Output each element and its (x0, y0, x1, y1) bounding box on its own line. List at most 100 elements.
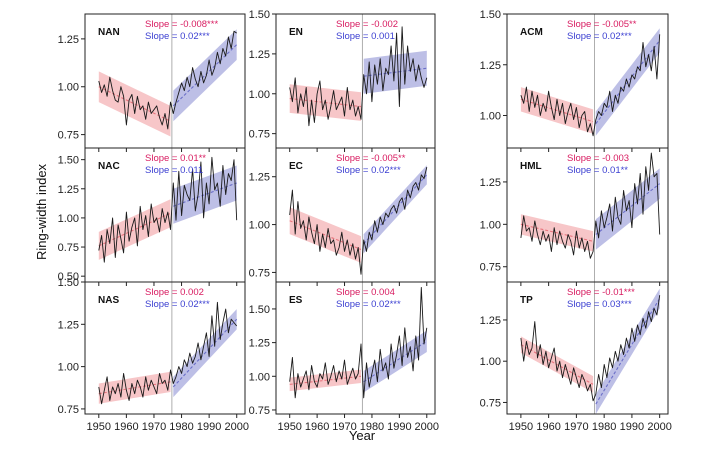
x-tick-label: 2000 (415, 421, 439, 433)
panel-frame (506, 281, 669, 415)
panel-ec: EC Slope = -0.005**Slope = 0.02*** 0.75 1.0… (249, 147, 436, 286)
y-tick-label: 1.00 (249, 89, 270, 101)
slope-post-label: Slope = 0.03*** (567, 299, 632, 310)
panel-title: NAS (98, 295, 119, 306)
panel-title: NAN (98, 27, 120, 38)
x-tick-label: 1960 (114, 421, 138, 433)
plot-area (520, 148, 661, 282)
y-tick-label: 1.50 (249, 9, 270, 21)
slope-post-label: Slope = 0.02*** (145, 31, 210, 42)
y-tick-label: 0.75 (249, 405, 270, 417)
slope-pre-label: Slope = -0.005** (336, 153, 406, 164)
y-tick-label: 1.25 (480, 315, 501, 327)
x-tick-label: 1950 (277, 421, 301, 433)
panel-title: EC (289, 161, 303, 172)
x-tick-label: 1990 (197, 421, 221, 433)
x-tick-label: 1970 (142, 421, 166, 433)
slope-pre-label: Slope = 0.004 (336, 287, 395, 298)
slope-post-label: Slope = 0.001 (336, 31, 395, 42)
y-tick-label: 1.25 (58, 184, 79, 196)
panel-frame (275, 281, 436, 415)
y-tick-label: 1.25 (249, 338, 270, 350)
y-tick-label: 1.00 (480, 219, 501, 231)
panel-title: ACM (520, 27, 543, 38)
slope-pre-label: Slope = -0.005** (567, 19, 637, 30)
y-tick-label: 1.00 (58, 213, 79, 225)
y-axis-label: Ring-width index (34, 163, 49, 260)
panel-title: TP (520, 295, 533, 306)
ring-width-series-line (289, 286, 428, 399)
y-tick-label: 0.75 (249, 267, 270, 279)
ring-width-series-line (98, 301, 238, 405)
y-tick-label: 1.00 (58, 362, 79, 374)
y-tick-label: 1.25 (249, 49, 270, 61)
ring-width-series-line (98, 30, 237, 130)
y-tick-label: 1.25 (249, 172, 270, 184)
y-tick-label: 0.75 (249, 129, 270, 141)
y-tick-label: 1.00 (249, 371, 270, 383)
pre-1976-trend-line (520, 223, 594, 242)
x-tick-label: 1970 (564, 421, 588, 433)
pre-1976-trend-line (98, 212, 171, 247)
x-tick-label: 1980 (592, 421, 616, 433)
ring-width-series-line (289, 166, 428, 275)
slope-post-label: Slope = 0.02*** (336, 299, 401, 310)
slope-post-label: Slope = 0.02*** (145, 299, 210, 310)
slope-post-label: Slope = 0.01** (567, 165, 628, 176)
slope-pre-label: Slope = 0.002 (145, 287, 204, 298)
pre-1976-trend-line (98, 381, 171, 395)
panel-nac: NAC Slope = 0.01**Slope = 0.011 0.50 0.75 1.… (58, 147, 246, 286)
slope-post-label: Slope = 0.011 (145, 165, 203, 176)
slope-pre-label: Slope = -0.002 (336, 19, 398, 30)
panel-title: EN (289, 27, 303, 38)
post-1976-trend-line (172, 318, 238, 388)
panel-acm: ACM Slope = -0.005**Slope = 0.02*** 1.00 1.… (480, 9, 669, 152)
y-tick-label: 1.00 (480, 356, 501, 368)
y-tick-label: 1.50 (58, 155, 79, 167)
post-1976-trend-line (595, 298, 661, 405)
panel-title: HML (520, 161, 542, 172)
plot-area (98, 14, 238, 148)
plot-area (289, 282, 428, 414)
slope-pre-label: Slope = 0.01** (145, 153, 206, 164)
y-tick-label: 1.00 (480, 111, 501, 123)
pre-1976-confidence-band (98, 71, 171, 137)
panel-nan: NAN Slope = -0.008***Slope = 0.02*** 0.75 1… (58, 13, 246, 152)
y-tick-label: 1.00 (58, 82, 79, 94)
panel-tp: TP Slope = -0.01***Slope = 0.03*** 0.75 1.0… (480, 281, 672, 433)
panel-frame (84, 281, 246, 415)
post-1976-trend-line (173, 182, 237, 207)
y-tick-label: 0.75 (58, 404, 79, 416)
ring-width-series-line (520, 152, 661, 259)
y-tick-label: 0.75 (480, 397, 501, 409)
x-tick-label: 1950 (509, 421, 533, 433)
plot-area (289, 14, 428, 148)
slope-post-label: Slope = 0.02*** (567, 31, 632, 42)
pre-1976-trend-line (520, 344, 594, 385)
x-tick-label: 1990 (387, 421, 411, 433)
plot-area (520, 282, 661, 414)
y-tick-label: 1.50 (480, 9, 501, 21)
y-tick-label: 1.25 (480, 60, 501, 72)
x-tick-label: 2000 (224, 421, 248, 433)
pre-1976-trend-line (98, 86, 171, 122)
y-tick-label: 1.00 (249, 220, 270, 232)
slope-post-label: Slope = 0.02*** (336, 165, 401, 176)
slope-pre-label: Slope = -0.008*** (145, 19, 218, 30)
y-tick-label: 1.25 (58, 319, 79, 331)
x-axis-label: Year (349, 428, 376, 443)
ring-width-series-line (520, 34, 661, 137)
plot-area (98, 148, 238, 282)
plot-area (520, 14, 661, 148)
y-tick-label: 0.75 (480, 262, 501, 274)
panel-title: NAC (98, 161, 120, 172)
ring-width-series-line (98, 156, 238, 263)
y-tick-label: 1.50 (58, 277, 79, 289)
panel-title: ES (289, 295, 303, 306)
ring-width-series-line (520, 295, 661, 402)
